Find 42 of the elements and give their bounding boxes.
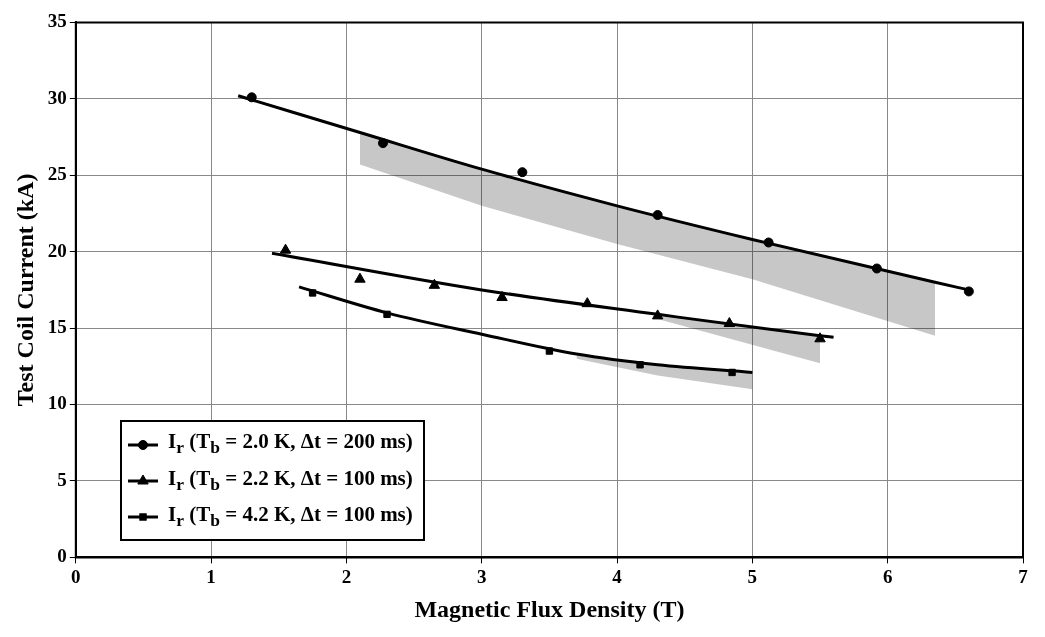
point [581,297,593,308]
point [354,272,366,283]
point [383,310,391,319]
x-tick-label: 4 [612,565,623,587]
y-tick-label: 25 [47,163,67,185]
legend-label: I$_{r}$ (T$_{b}$ = 2.2 K, Δt = 100 ms) [168,464,413,496]
y-tick-label: 30 [47,86,67,108]
x-tick-label: 0 [71,565,81,587]
point [279,243,292,254]
point [636,361,644,369]
x-tick-label: 1 [206,565,216,587]
x-tick-label: 2 [341,565,352,587]
x-tick-label: 3 [476,565,487,587]
point [728,368,736,377]
point [377,138,388,149]
point [651,309,664,320]
x-tick-label: 6 [882,565,893,587]
point [428,278,441,289]
legend-label: I$_{r}$ (T$_{b}$ = 2.0 K, Δt = 200 ms) [168,428,413,460]
line-series [297,285,754,374]
point [652,210,663,220]
point [763,237,774,248]
point [246,92,257,103]
x-tick-label: 5 [747,565,758,587]
point [723,317,736,328]
y-tick-label: 10 [47,392,67,414]
point [814,332,826,343]
y-tick-label: 5 [57,468,67,490]
point [308,289,317,297]
point [517,167,528,178]
legend-label: I$_{r}$ (T$_{b}$ = 4.2 K, Δt = 100 ms) [168,500,413,532]
y-tick-label: 20 [47,239,67,261]
point [871,263,882,274]
y-tick-label: 35 [47,10,67,32]
point [963,286,974,297]
x-tick-label: 7 [1018,565,1029,587]
y-axis-title: Test Coil Current (kA) [11,173,38,407]
x-axis-title: Magnetic Flux Density (T) [414,595,685,622]
point [496,291,508,302]
y-tick-label: 15 [47,316,67,338]
point [545,347,554,355]
y-tick-label: 0 [57,545,67,567]
